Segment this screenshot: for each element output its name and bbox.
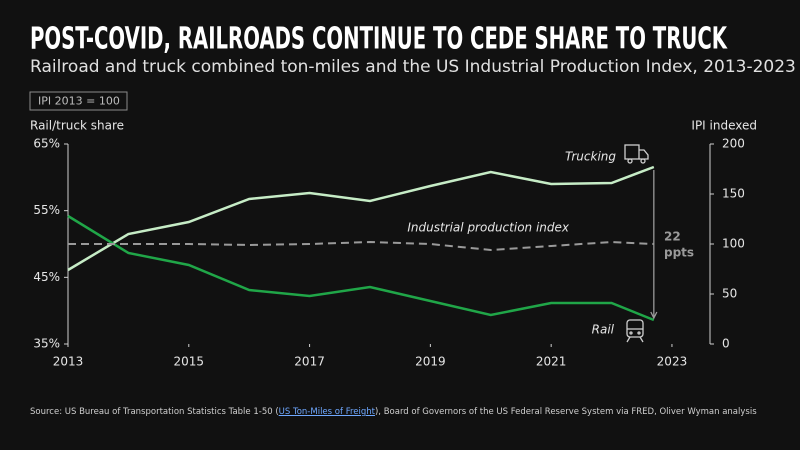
series-label: Industrial production index — [407, 221, 570, 235]
y2-tick-label: 200 — [722, 137, 745, 151]
y2-tick-label: 50 — [722, 287, 737, 301]
x-tick-label: 2015 — [174, 355, 205, 369]
truck-icon — [624, 144, 649, 164]
chart-subtitle: Railroad and truck combined ton-miles an… — [30, 57, 796, 77]
train-icon — [626, 319, 644, 343]
series-line — [67, 214, 655, 322]
gap-label: ppts — [664, 246, 694, 260]
source-link[interactable]: US Ton-Miles of Freight — [278, 407, 375, 417]
x-tick-label: 2023 — [657, 355, 688, 369]
x-tick-label: 2013 — [53, 355, 84, 369]
y-tick-label: 65% — [33, 137, 60, 151]
series-label: Rail — [592, 323, 615, 337]
y2-tick-label: 150 — [722, 187, 745, 201]
source-text: Source: US Bureau of Transportation Stat… — [30, 407, 279, 417]
gap-label: 22 — [664, 230, 681, 244]
y-tick-label: 35% — [33, 337, 60, 351]
y-axis-label: Rail/truck share — [30, 119, 124, 133]
note: IPI 2013 = 100 — [38, 95, 120, 108]
y2-axis-label: IPI indexed — [691, 119, 757, 133]
series-line — [67, 165, 655, 272]
x-tick-label: 2017 — [294, 355, 325, 369]
note-box — [29, 91, 128, 111]
series-line — [68, 240, 654, 252]
y2-tick-label: 0 — [722, 337, 730, 351]
x-tick-label: 2021 — [536, 355, 567, 369]
y2-tick-label: 100 — [722, 237, 745, 251]
x-tick-label: 2019 — [415, 355, 446, 369]
gap-arrowhead — [650, 311, 658, 320]
source-text: ), Board of Governors of the US Federal … — [374, 407, 757, 417]
y-tick-label: 55% — [33, 203, 60, 217]
y-tick-label: 45% — [33, 270, 60, 284]
chart-title: POST-COVID, RAILROADS CONTINUE TO CEDE S… — [30, 22, 728, 57]
source: Source: US Bureau of Transportation Stat… — [30, 407, 780, 417]
series-label: Trucking — [565, 150, 616, 164]
